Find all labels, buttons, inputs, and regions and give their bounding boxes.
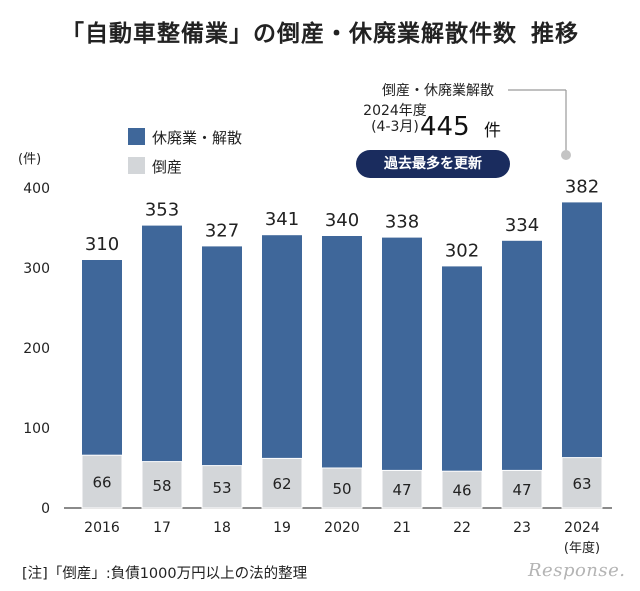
bar-kyuhaigyo: [442, 266, 482, 508]
annotation-period: 2024年度 (4-3月): [350, 103, 440, 135]
data-label-kyuhaigyo: 327: [205, 220, 239, 241]
bar-kyuhaigyo: [202, 246, 242, 508]
data-label-tosan: 53: [212, 479, 231, 497]
bar-tosan: [81, 454, 123, 509]
bars: 310 66 353 58 327 53 341 62 340 50 338 47 302 46 334 47…: [81, 176, 603, 509]
x-tick-label: 2024: [564, 520, 600, 536]
data-label-tosan: 46: [452, 482, 471, 500]
x-tick-label: 22: [453, 520, 471, 536]
bar-tosan: [261, 457, 303, 509]
bar-kyuhaigyo: [142, 225, 182, 508]
data-label-kyuhaigyo: 382: [565, 176, 599, 197]
data-label-kyuhaigyo: 302: [445, 240, 479, 261]
bar-tosan: [441, 470, 483, 509]
annotation-unit: 件: [484, 121, 501, 141]
bar-kyuhaigyo: [382, 237, 422, 508]
annotation-leader: [508, 89, 571, 160]
chart-title: 「自動車整備業」の倒産・休廃業解散件数 推移: [0, 14, 640, 48]
legend-label-kyuhaigyo: 休廃業・解散: [152, 129, 243, 147]
y-tick-label: 400: [23, 181, 50, 197]
legend-swatch-tosan: [128, 157, 145, 174]
y-tick-label: 200: [23, 341, 50, 357]
y-tick-label: 0: [41, 501, 50, 517]
y-tick-label: 300: [23, 261, 50, 277]
bar-kyuhaigyo: [322, 236, 362, 508]
bar-kyuhaigyo: [562, 202, 602, 508]
x-tick-label: 17: [153, 520, 171, 536]
bar-kyuhaigyo: [502, 240, 542, 509]
data-label-tosan: 47: [512, 481, 531, 499]
legend-swatch-kyuhaigyo: [128, 128, 145, 145]
footnote: [注]「倒産」:負債1000万円以上の法的整理: [22, 566, 308, 582]
x-axis: 2016 17 18 19 2020 21 22 23 2024 (年度): [84, 520, 600, 556]
bar-tosan: [201, 465, 243, 509]
chart-title-main: 「自動車整備業」の倒産・休廃業解散件数: [61, 21, 517, 47]
y-axis-unit-label: (件): [18, 152, 42, 167]
x-tick-label: 2020: [324, 520, 360, 536]
bar-tosan: [501, 469, 543, 509]
data-label-kyuhaigyo: 340: [325, 210, 359, 231]
data-label-tosan: 62: [272, 475, 291, 493]
data-label-kyuhaigyo: 334: [505, 215, 539, 236]
bar-tosan: [381, 469, 423, 509]
data-label-tosan: 47: [392, 481, 411, 499]
annotation-value: 445: [420, 112, 470, 142]
data-label-kyuhaigyo: 353: [145, 200, 179, 221]
x-tick-label: 21: [393, 520, 411, 536]
annotation-period-year: 2024年度: [363, 103, 427, 119]
x-tick-label: 19: [273, 520, 291, 536]
data-label-tosan: 66: [92, 474, 111, 492]
x-tick-label: 2016: [84, 520, 120, 536]
chart-title-suffix: 推移: [531, 21, 579, 47]
x-axis-unit-label: (年度): [564, 540, 600, 556]
annotation-label: 倒産・休廃業解散: [382, 83, 494, 99]
data-label-kyuhaigyo: 338: [385, 212, 419, 233]
watermark-logo: Response.: [528, 560, 626, 581]
annotation-period-months: (4-3月): [371, 119, 419, 135]
bar-tosan: [561, 457, 603, 509]
data-label-tosan: 58: [152, 477, 171, 495]
data-label-kyuhaigyo: 310: [85, 234, 119, 255]
data-label-tosan: 50: [332, 480, 351, 498]
bar-tosan: [141, 461, 183, 509]
annotation-badge: 過去最多を更新: [356, 150, 510, 178]
bar-tosan: [321, 467, 363, 509]
data-label-kyuhaigyo: 341: [265, 209, 299, 230]
data-label-tosan: 63: [572, 475, 591, 493]
y-tick-label: 100: [23, 421, 50, 437]
x-tick-label: 23: [513, 520, 531, 536]
annotation-leader-dot: [561, 150, 571, 160]
legend-label-tosan: 倒産: [152, 158, 183, 176]
x-tick-label: 18: [213, 520, 231, 536]
